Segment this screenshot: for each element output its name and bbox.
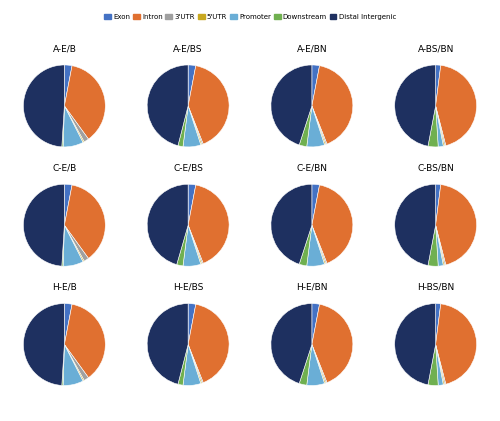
Wedge shape bbox=[188, 184, 196, 225]
Wedge shape bbox=[64, 66, 106, 139]
Wedge shape bbox=[64, 225, 84, 262]
Wedge shape bbox=[188, 65, 196, 106]
Wedge shape bbox=[147, 304, 188, 384]
Wedge shape bbox=[64, 304, 72, 344]
Wedge shape bbox=[178, 344, 188, 385]
Title: H-E/B: H-E/B bbox=[52, 283, 77, 292]
Wedge shape bbox=[147, 65, 188, 146]
Wedge shape bbox=[299, 225, 312, 266]
Wedge shape bbox=[436, 344, 444, 385]
Wedge shape bbox=[312, 184, 320, 225]
Wedge shape bbox=[306, 225, 324, 266]
Wedge shape bbox=[436, 304, 476, 384]
Wedge shape bbox=[178, 106, 188, 147]
Wedge shape bbox=[312, 66, 353, 144]
Wedge shape bbox=[64, 344, 84, 381]
Wedge shape bbox=[271, 65, 312, 145]
Title: C-E/BS: C-E/BS bbox=[173, 163, 203, 173]
Wedge shape bbox=[428, 225, 438, 266]
Wedge shape bbox=[306, 106, 324, 147]
Wedge shape bbox=[436, 304, 441, 344]
Wedge shape bbox=[183, 106, 201, 147]
Wedge shape bbox=[64, 184, 72, 225]
Wedge shape bbox=[188, 304, 196, 344]
Wedge shape bbox=[436, 184, 441, 225]
Wedge shape bbox=[312, 344, 326, 384]
Title: A-BS/BN: A-BS/BN bbox=[418, 44, 454, 53]
Wedge shape bbox=[24, 304, 64, 385]
Wedge shape bbox=[63, 344, 83, 386]
Wedge shape bbox=[188, 66, 229, 144]
Wedge shape bbox=[394, 304, 436, 385]
Wedge shape bbox=[24, 184, 64, 266]
Wedge shape bbox=[62, 344, 64, 386]
Title: H-E/BN: H-E/BN bbox=[296, 283, 328, 292]
Wedge shape bbox=[436, 225, 446, 265]
Wedge shape bbox=[64, 185, 106, 258]
Wedge shape bbox=[312, 65, 320, 106]
Wedge shape bbox=[183, 225, 201, 266]
Title: A-E/BN: A-E/BN bbox=[296, 44, 327, 53]
Wedge shape bbox=[312, 304, 320, 344]
Wedge shape bbox=[63, 106, 83, 147]
Wedge shape bbox=[436, 184, 476, 265]
Wedge shape bbox=[394, 184, 436, 266]
Title: A-E/BS: A-E/BS bbox=[174, 44, 203, 53]
Wedge shape bbox=[428, 106, 438, 147]
Wedge shape bbox=[64, 106, 84, 142]
Wedge shape bbox=[188, 106, 203, 144]
Wedge shape bbox=[312, 304, 353, 383]
Wedge shape bbox=[436, 65, 476, 146]
Wedge shape bbox=[312, 344, 327, 383]
Wedge shape bbox=[64, 225, 88, 261]
Wedge shape bbox=[312, 225, 326, 264]
Wedge shape bbox=[306, 344, 324, 386]
Wedge shape bbox=[312, 106, 327, 144]
Wedge shape bbox=[63, 225, 83, 266]
Wedge shape bbox=[62, 225, 64, 266]
Wedge shape bbox=[436, 106, 444, 147]
Wedge shape bbox=[188, 225, 202, 264]
Wedge shape bbox=[188, 304, 229, 383]
Wedge shape bbox=[436, 225, 444, 266]
Wedge shape bbox=[436, 106, 444, 146]
Wedge shape bbox=[188, 344, 203, 383]
Wedge shape bbox=[64, 65, 72, 106]
Wedge shape bbox=[436, 65, 441, 106]
Wedge shape bbox=[183, 344, 201, 386]
Wedge shape bbox=[312, 106, 326, 145]
Wedge shape bbox=[188, 225, 203, 264]
Legend: Exon, Intron, 3'UTR, 5'UTR, Promoter, Downstream, Distal Intergenic: Exon, Intron, 3'UTR, 5'UTR, Promoter, Do… bbox=[104, 14, 396, 20]
Wedge shape bbox=[64, 106, 88, 142]
Wedge shape bbox=[271, 184, 312, 264]
Wedge shape bbox=[299, 106, 312, 147]
Wedge shape bbox=[271, 304, 312, 384]
Wedge shape bbox=[188, 344, 202, 384]
Wedge shape bbox=[436, 106, 446, 146]
Title: H-BS/BN: H-BS/BN bbox=[417, 283, 454, 292]
Wedge shape bbox=[64, 304, 106, 378]
Wedge shape bbox=[24, 65, 64, 147]
Wedge shape bbox=[176, 225, 188, 266]
Wedge shape bbox=[436, 344, 446, 384]
Wedge shape bbox=[188, 185, 229, 263]
Title: A-E/B: A-E/B bbox=[52, 44, 76, 53]
Title: C-E/BN: C-E/BN bbox=[296, 163, 328, 173]
Wedge shape bbox=[436, 344, 444, 385]
Wedge shape bbox=[312, 225, 327, 264]
Wedge shape bbox=[62, 106, 64, 147]
Wedge shape bbox=[428, 344, 438, 386]
Wedge shape bbox=[64, 344, 88, 381]
Wedge shape bbox=[312, 185, 353, 263]
Wedge shape bbox=[436, 225, 444, 266]
Title: C-BS/BN: C-BS/BN bbox=[417, 163, 454, 173]
Title: H-E/BS: H-E/BS bbox=[173, 283, 204, 292]
Wedge shape bbox=[188, 106, 202, 145]
Wedge shape bbox=[299, 344, 312, 385]
Wedge shape bbox=[147, 184, 188, 264]
Wedge shape bbox=[394, 65, 436, 146]
Title: C-E/B: C-E/B bbox=[52, 163, 76, 173]
